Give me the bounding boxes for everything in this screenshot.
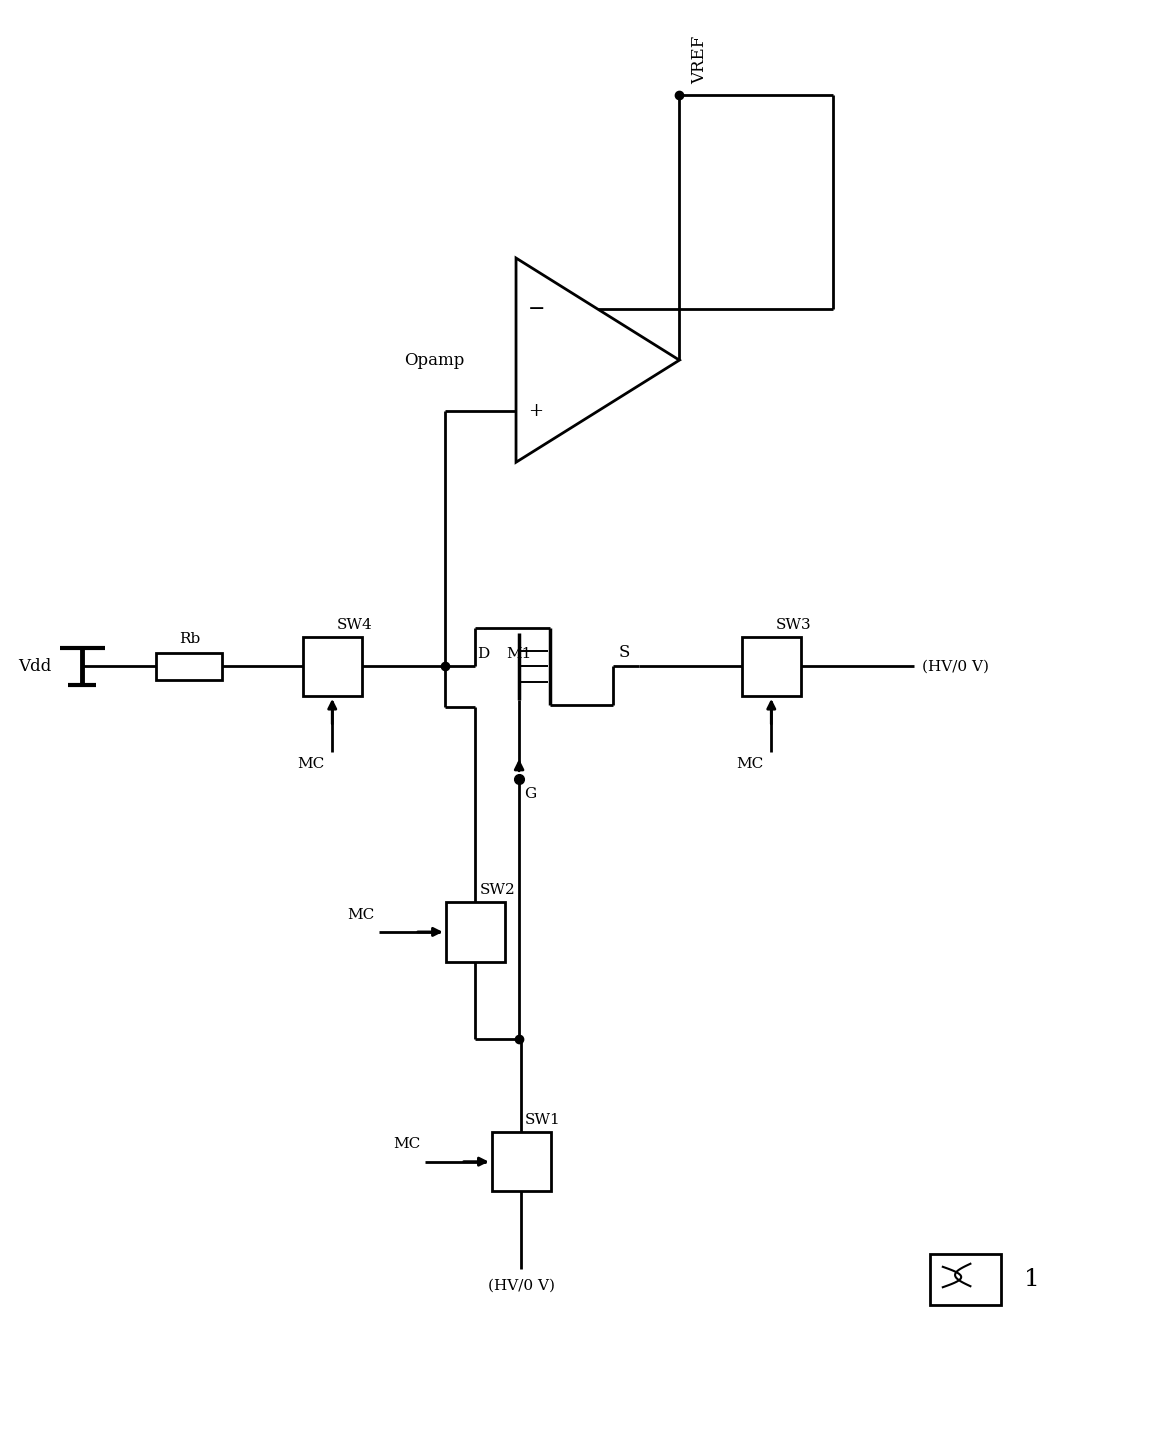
Text: SW2: SW2: [479, 883, 515, 897]
Text: +: +: [529, 402, 543, 420]
Text: Vdd: Vdd: [18, 659, 52, 674]
Bar: [491, 1132, 551, 1191]
Text: 1: 1: [1023, 1267, 1040, 1290]
Bar: [303, 637, 362, 696]
Text: D: D: [477, 647, 490, 662]
Text: M1: M1: [505, 647, 531, 662]
Text: SW4: SW4: [336, 617, 372, 631]
Text: VREF: VREF: [692, 36, 709, 85]
Bar: [156, 653, 222, 680]
Text: (HV/0 V): (HV/0 V): [488, 1279, 555, 1293]
Text: Rb: Rb: [179, 631, 200, 646]
Text: MC: MC: [736, 758, 763, 772]
Text: MC: MC: [392, 1138, 419, 1151]
Text: G: G: [524, 786, 537, 801]
Text: MC: MC: [297, 758, 324, 772]
Bar: [445, 903, 505, 961]
Polygon shape: [516, 258, 679, 462]
Text: −: −: [529, 300, 545, 319]
Bar: [741, 637, 801, 696]
Text: MC: MC: [347, 908, 374, 921]
Bar: [929, 1254, 1001, 1304]
Text: SW1: SW1: [525, 1114, 560, 1126]
Text: S: S: [618, 644, 630, 662]
Text: SW3: SW3: [776, 617, 811, 631]
Text: (HV/0 V): (HV/0 V): [922, 660, 989, 673]
Text: Opamp: Opamp: [404, 352, 465, 369]
